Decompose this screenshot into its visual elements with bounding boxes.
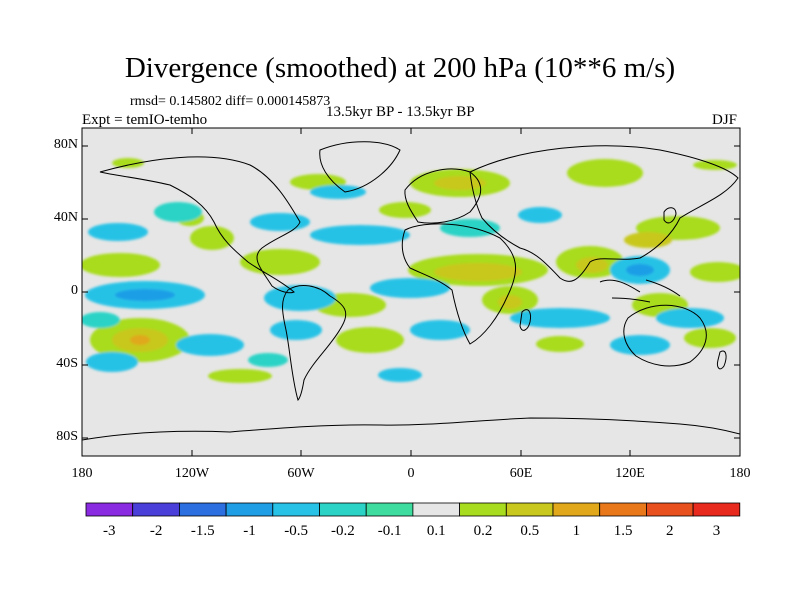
colorbar-box: [225, 502, 274, 517]
lat-label: 0: [71, 283, 78, 298]
field-blob: [115, 289, 175, 301]
lon-label: 60W: [287, 466, 315, 481]
field-blob: [336, 327, 404, 353]
field-blob: [690, 262, 740, 282]
europe-coast: [404, 168, 482, 224]
maritime-continent: [599, 279, 681, 303]
field-blob: [112, 158, 144, 168]
field-blob: [626, 264, 654, 276]
field-blob: [270, 320, 322, 340]
colorbar-label: 0.1: [426, 523, 446, 539]
lon-label: 60E: [509, 466, 533, 481]
field-blob: [310, 225, 410, 245]
field-blob: [208, 369, 272, 383]
asia-coast: [469, 145, 739, 282]
field-blob: [190, 226, 234, 250]
coastlines: [82, 141, 740, 441]
antarctica-coast: [82, 417, 740, 441]
field-blob: [434, 263, 522, 281]
field-blob: [154, 202, 202, 222]
colorbar-box: [646, 502, 694, 517]
colorbar-box: [459, 502, 507, 517]
colorbar-box: [272, 502, 320, 517]
field-blob: [82, 312, 120, 328]
lat-label: 80N: [53, 137, 78, 152]
lon-label: 180: [729, 466, 751, 481]
colorbar-label: -0.1: [377, 523, 402, 539]
new-zealand-coast: [717, 350, 727, 370]
madagascar-coast: [519, 309, 531, 331]
field-blob: [567, 159, 643, 187]
colorbar-label: 1.5: [613, 523, 633, 539]
field-blob: [510, 308, 610, 328]
lon-label: 120W: [174, 466, 210, 481]
field-blob: [82, 253, 160, 277]
colorbar-box: [365, 502, 414, 517]
experiment-label: Expt = temIO-temho: [82, 112, 208, 128]
north-america-coast: [99, 156, 301, 294]
australia-coast: [623, 304, 707, 367]
field-blob: [176, 334, 244, 356]
colorbar-label: -0.5: [284, 523, 308, 539]
field-blob: [130, 335, 150, 345]
field-blob: [240, 249, 320, 275]
lat-label: 40N: [53, 210, 78, 225]
colorbar-box: [692, 502, 741, 517]
field-blob: [310, 185, 366, 199]
africa-coast: [401, 223, 517, 345]
field-blob: [536, 336, 584, 352]
chart-title: Divergence (smoothed) at 200 hPa (10**6 …: [124, 52, 676, 84]
field-blob: [248, 353, 288, 367]
colorbar-box: [552, 502, 601, 517]
colorbar-label: -0.2: [331, 523, 355, 539]
colorbar-label: -2: [149, 523, 163, 539]
rmsd-stats: rmsd= 0.145802 diff= 0.000145873: [130, 94, 331, 109]
field-blob: [250, 213, 310, 231]
field-blob: [410, 320, 470, 340]
lon-label: 0: [407, 466, 415, 481]
colorbar-box: [85, 502, 134, 517]
map-ticks: [82, 128, 740, 456]
season-label: DJF: [712, 112, 738, 128]
colorbar-box: [178, 502, 227, 517]
field-blob: [88, 223, 148, 241]
field-blob: [378, 368, 422, 382]
colorbar-label: 0.5: [520, 523, 540, 539]
colorbar-box: [132, 502, 180, 517]
colorbar-label: 1: [572, 523, 581, 539]
colorbar-box: [505, 502, 554, 517]
colorbar-label: 0.2: [473, 523, 493, 539]
japan-coast: [663, 207, 677, 224]
colorbar-label: 2: [666, 523, 674, 539]
field-blob: [370, 278, 450, 298]
period-label: 13.5kyr BP - 13.5kyr BP: [326, 104, 475, 120]
colorbar-box: [412, 502, 460, 517]
field-blob: [434, 176, 486, 190]
lon-label: 120E: [615, 466, 645, 481]
colorbar-box: [599, 502, 647, 517]
field-blob: [86, 352, 138, 372]
field-blob: [576, 257, 608, 273]
field-blob: [518, 207, 562, 223]
field-blob: [379, 202, 431, 218]
colorbar-label: -1: [243, 523, 256, 539]
colorbar-box: [319, 502, 367, 517]
greenland-coast: [319, 141, 401, 193]
colorbar-label: 3: [712, 523, 721, 539]
field-blob: [684, 328, 736, 348]
field-blob: [440, 219, 500, 237]
lat-label: 80S: [56, 429, 78, 444]
south-america-coast: [282, 284, 347, 401]
colorbar-label: -1.5: [190, 523, 215, 539]
lon-label: 180: [71, 466, 93, 481]
lat-label: 40S: [56, 356, 78, 371]
colorbar-label: -3: [103, 523, 116, 539]
field-blob: [498, 295, 522, 309]
field-blob: [656, 308, 724, 328]
